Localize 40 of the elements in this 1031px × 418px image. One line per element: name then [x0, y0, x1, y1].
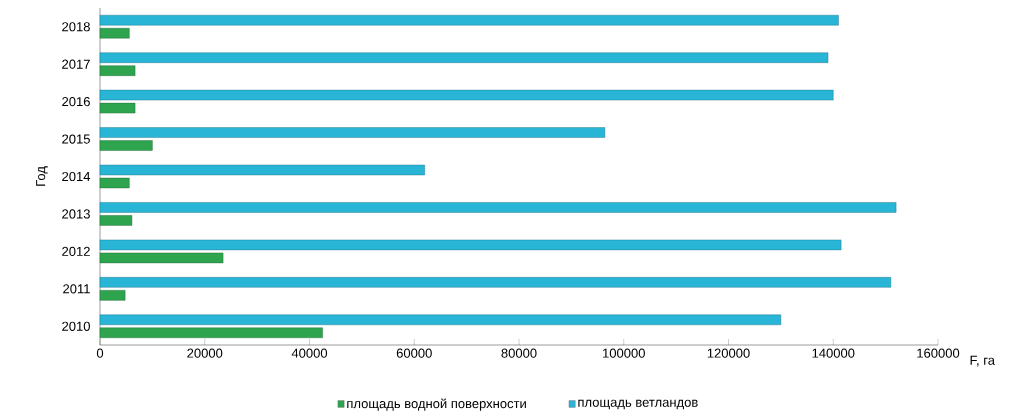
bar — [99, 15, 839, 26]
x-tick-label: 40000 — [291, 348, 328, 358]
bar — [99, 164, 425, 176]
y-tick-label: 2010 — [62, 321, 90, 331]
legend-label: площадь ветландов — [578, 399, 698, 410]
y-tick-label: 2018 — [62, 22, 90, 32]
y-tick-label: 2013 — [62, 209, 90, 219]
x-axis-title: F, га — [970, 355, 995, 367]
x-tick-label: 120000 — [707, 348, 750, 358]
y-tick-label: 2011 — [63, 284, 90, 294]
bar — [99, 290, 126, 301]
y-axis-title: Год — [36, 166, 48, 186]
y-tick-label: 2017 — [62, 59, 90, 69]
bar — [99, 102, 136, 114]
x-tick-label: 0 — [96, 348, 104, 358]
y-tick-label: 2012 — [62, 246, 90, 256]
bar — [99, 65, 136, 76]
x-tick-label: 140000 — [812, 348, 855, 358]
bar — [99, 202, 897, 213]
bar — [99, 28, 130, 39]
x-tick-label: 160000 — [917, 348, 960, 358]
bar — [99, 314, 782, 325]
bar — [99, 89, 834, 101]
bar — [99, 252, 224, 264]
legend-label: площадь водной поверхности — [347, 398, 526, 411]
x-tick-label: 80000 — [501, 348, 537, 358]
x-tick-label: 100000 — [603, 348, 645, 358]
x-tick-label: 60000 — [396, 348, 432, 358]
y-tick-label: 2014 — [62, 171, 91, 182]
bar — [99, 177, 130, 189]
y-tick-label: 2015 — [62, 134, 90, 144]
bar — [99, 140, 153, 151]
y-tick-label: 2016 — [62, 97, 90, 107]
x-tick-label: 20000 — [187, 348, 223, 358]
bar — [99, 277, 892, 288]
bar — [99, 327, 323, 338]
bar — [99, 215, 133, 226]
bar — [99, 52, 829, 63]
bar — [99, 239, 842, 251]
bar — [99, 127, 606, 138]
